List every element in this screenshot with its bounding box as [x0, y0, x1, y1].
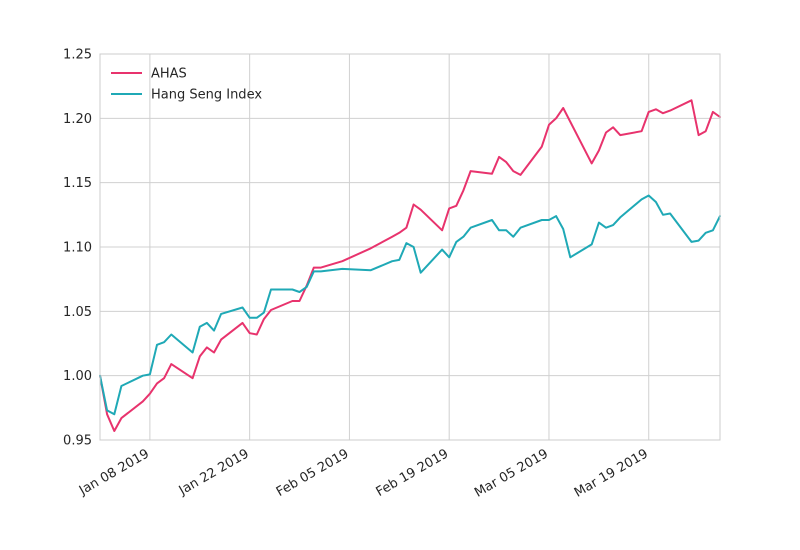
y-tick-label: 1.10 [63, 241, 92, 256]
x-axis-ticks: Jan 08 2019 Jan 22 2019 Feb 05 2019 Feb 19 … [76, 446, 651, 500]
y-tick-label: 1.25 [63, 48, 92, 63]
x-tick-label: Mar 05 2019 [472, 446, 551, 500]
y-tick-label: 1.15 [63, 176, 92, 191]
x-tick-label: Feb 05 2019 [274, 446, 352, 499]
x-tick-label: Jan 08 2019 [76, 446, 152, 498]
y-tick-label: 1.20 [63, 112, 92, 127]
series-line-hang-seng-index [99, 194, 721, 416]
x-tick-label: Feb 19 2019 [374, 446, 452, 499]
legend-label: AHAS [151, 67, 187, 82]
legend: AHAS Hang Seng Index [111, 67, 262, 103]
plot-frame [99, 53, 721, 441]
y-tick-label: 1.05 [63, 305, 92, 320]
x-tick-label: Jan 22 2019 [176, 446, 252, 498]
legend-label: Hang Seng Index [151, 88, 262, 103]
series-line-ahas [99, 99, 721, 432]
y-tick-label: 1.00 [63, 369, 92, 384]
grid-lines [100, 53, 720, 441]
x-tick-label: Mar 19 2019 [572, 446, 651, 500]
series-layer [99, 99, 721, 432]
y-axis-ticks: 0.95 1.00 1.05 1.10 1.15 1.20 1.25 [63, 48, 92, 449]
y-tick-label: 0.95 [63, 434, 92, 449]
